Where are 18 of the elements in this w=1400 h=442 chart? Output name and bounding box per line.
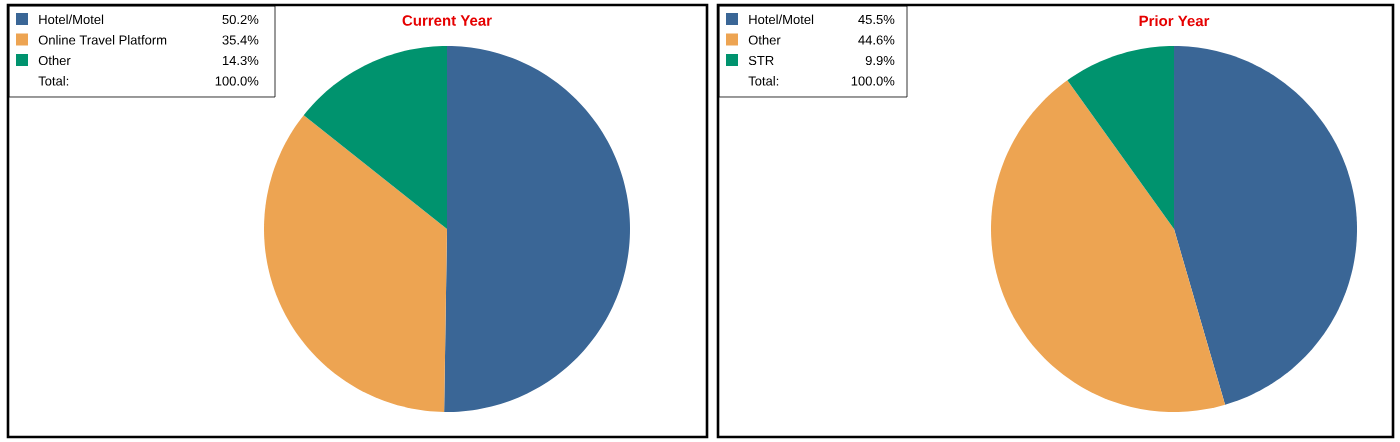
text: 100.0%: [851, 76, 895, 86]
legend-label: Online Travel Platform: [38, 35, 167, 45]
data-label: 50.2%: [222, 14, 259, 25]
chart-title: Current Year: [402, 15, 492, 26]
text: Total:: [748, 76, 779, 86]
legend-label: Other: [38, 55, 71, 66]
legend-label: Hotel/Motel: [749, 14, 814, 25]
data-label: 35.4%: [222, 35, 259, 45]
text: 100.0%: [215, 76, 259, 86]
data-label: 14.3%: [222, 55, 259, 66]
legend-label: Hotel/Motel: [39, 14, 104, 25]
legend-label: Other: [748, 35, 781, 45]
text: Total:: [38, 76, 69, 86]
chart-title: Prior Year: [1139, 15, 1210, 27]
data-label: 45.5%: [858, 14, 895, 25]
data-label: 44.6%: [858, 35, 895, 45]
legend-label: STR: [748, 55, 774, 66]
data-label: 9.9%: [865, 55, 895, 66]
